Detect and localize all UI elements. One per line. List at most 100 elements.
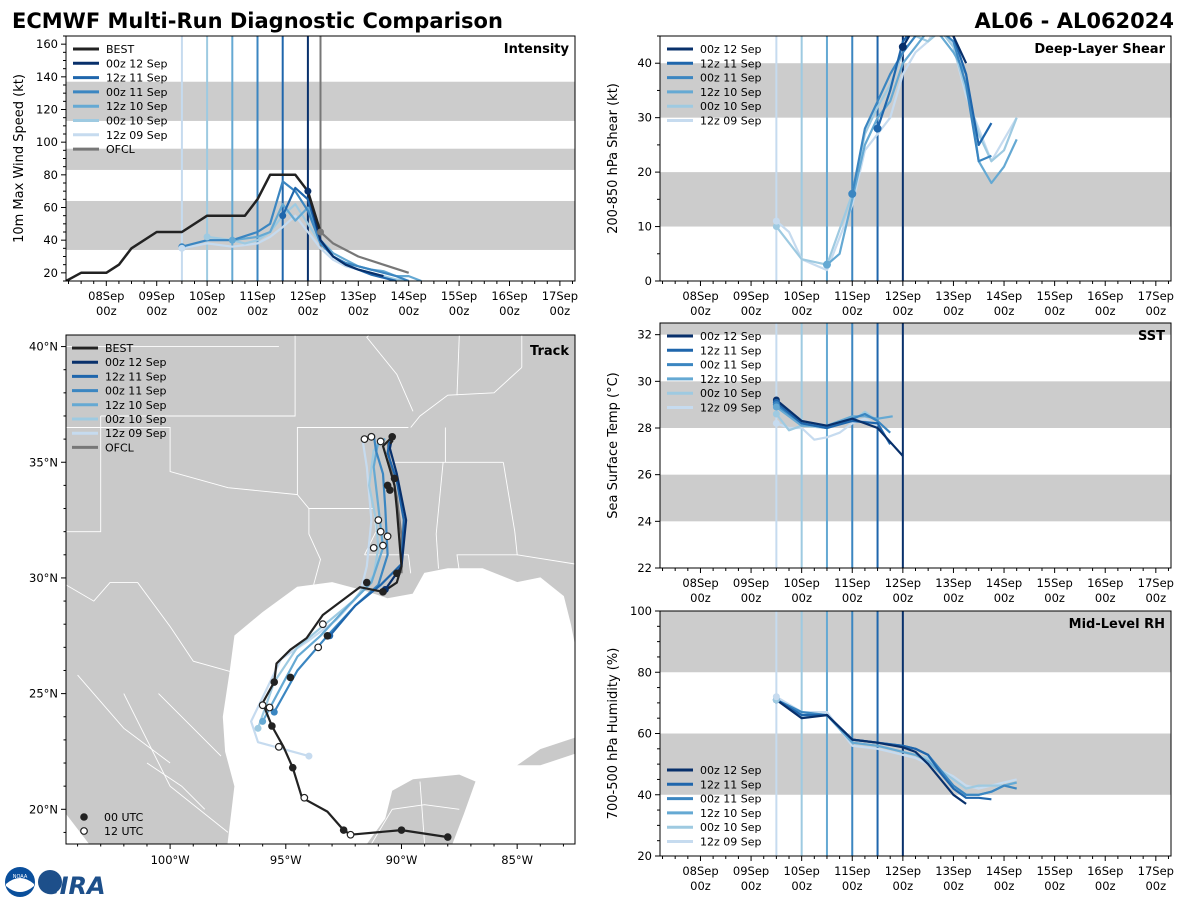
rh-panel: 2040608010008Sep00z09Sep00z10Sep00z11Sep… [606, 604, 1174, 893]
y-axis-label: 200-850 hPa Shear (kt) [606, 83, 621, 234]
x-tick-day-label: 11Sep [834, 864, 870, 878]
panel-title: Intensity [504, 42, 570, 57]
legend-label-best: BEST [106, 43, 134, 56]
x-tick-hour-label: 00z [842, 304, 863, 318]
x-tick-day-label: 14Sep [986, 289, 1022, 303]
best-00utc-point [270, 678, 279, 686]
threshold-band [660, 474, 1171, 522]
legend-label-00z-11-sep: 00z 11 Sep [700, 793, 762, 806]
best-12utc-point [376, 437, 385, 446]
y-tick-label: 120 [36, 103, 58, 117]
best-00utc-point [388, 433, 397, 441]
y-tick-label: 30 [637, 374, 652, 388]
legend-label-00z-12-sep: 00z 12 Sep [105, 356, 167, 369]
best-00utc-point [286, 673, 295, 682]
y-tick-label: 100 [630, 604, 652, 618]
panel-title: Mid-Level RH [1069, 617, 1165, 632]
series-start-marker [203, 233, 211, 241]
map-border [410, 367, 523, 428]
x-tick-day-label: 09Sep [733, 864, 769, 878]
threshold-band [660, 323, 1171, 335]
data-point-marker [848, 189, 857, 198]
x-tick-hour-label: 00z [943, 304, 964, 318]
x-tick-hour-label: 00z [893, 591, 914, 605]
lon-tick-label: 85°W [501, 853, 533, 867]
series-00z-12-sep [901, 36, 968, 64]
x-tick-hour-label: 00z [893, 304, 914, 318]
best-00utc-point [390, 474, 399, 483]
x-tick-day-label: 15Sep [1036, 576, 1072, 590]
x-tick-day-label: 11Sep [834, 289, 870, 303]
best-12utc-point [383, 532, 392, 541]
series-start-marker [317, 228, 324, 236]
legend-label-00z-12-sep: 00z 12 Sep [700, 43, 762, 56]
best-00utc-point [379, 588, 387, 596]
x-tick-hour-label: 00z [842, 591, 863, 605]
data-point-marker [898, 42, 907, 51]
x-tick-hour-label: 00z [994, 591, 1015, 605]
series-12z-11-sep [775, 401, 892, 445]
lat-tick-label: 40°N [29, 340, 58, 354]
lat-tick-label: 35°N [29, 455, 58, 469]
x-tick-hour-label: 00z [1044, 879, 1065, 893]
x-tick-hour-label: 00z [1044, 304, 1065, 318]
legend-label-12z-10-sep: 12z 10 Sep [700, 86, 762, 99]
y-tick-label: 20 [637, 849, 652, 863]
x-tick-day-label: 13Sep [935, 864, 971, 878]
x-tick-day-label: 12Sep [885, 576, 921, 590]
y-tick-label: 22 [637, 561, 652, 575]
x-tick-day-label: 10Sep [784, 864, 820, 878]
y-tick-label: 60 [637, 727, 652, 741]
coastline [222, 568, 575, 844]
marker-legend-12utc-icon [80, 827, 88, 835]
lat-tick-label: 25°N [29, 687, 58, 701]
legend-label-best: BEST [105, 342, 133, 355]
y-tick-label: 40 [43, 233, 58, 247]
best-12utc-point [376, 527, 385, 536]
marker-legend-12utc-label: 12 UTC [104, 825, 144, 838]
legend-label-00z-11-sep: 00z 11 Sep [700, 359, 762, 372]
best-00utc-point [362, 578, 371, 587]
track-12z-10-sep [261, 438, 386, 722]
y-tick-label: 140 [36, 70, 58, 84]
map-border [435, 462, 444, 569]
x-tick-hour-label: 00z [398, 304, 419, 318]
x-tick-hour-label: 00z [791, 304, 812, 318]
series-12z-10-sep [775, 406, 893, 427]
x-tick-day-label: 15Sep [441, 289, 477, 303]
legend-label-00z-11-sep: 00z 11 Sep [700, 72, 762, 85]
legend-label-00z-12-sep: 00z 12 Sep [700, 330, 762, 343]
x-tick-day-label: 13Sep [340, 289, 376, 303]
legend-label-12z-09-sep: 12z 09 Sep [105, 427, 167, 440]
lon-tick-label: 90°W [386, 853, 418, 867]
track-start-marker [305, 752, 313, 760]
x-tick-hour-label: 00z [197, 304, 218, 318]
x-tick-day-label: 15Sep [1036, 289, 1072, 303]
x-tick-hour-label: 00z [893, 879, 914, 893]
x-tick-hour-label: 00z [943, 879, 964, 893]
x-tick-hour-label: 00z [1145, 879, 1166, 893]
yucatan-peninsula [366, 774, 476, 844]
plot-area [660, 36, 1171, 281]
x-tick-day-label: 10Sep [784, 289, 820, 303]
x-tick-day-label: 09Sep [139, 289, 175, 303]
best-12utc-point [367, 432, 376, 441]
x-tick-hour-label: 00z [499, 304, 520, 318]
best-12utc-point [374, 516, 383, 524]
bay-of-campeche [228, 797, 286, 844]
series-best [66, 173, 322, 281]
x-tick-hour-label: 00z [690, 304, 711, 318]
x-tick-hour-label: 00z [1095, 879, 1116, 893]
x-tick-day-label: 12Sep [290, 289, 326, 303]
shear-panel: 01020304008Sep00z09Sep00z10Sep00z11Sep00… [606, 35, 1174, 318]
x-tick-hour-label: 00z [741, 304, 762, 318]
track-best [261, 438, 448, 839]
x-tick-hour-label: 00z [1145, 591, 1166, 605]
x-tick-hour-label: 00z [741, 879, 762, 893]
threshold-band [660, 63, 1171, 118]
marker-legend-00utc-label: 00 UTC [104, 811, 144, 824]
series-12z-10-sep [826, 36, 1018, 266]
x-tick-hour-label: 00z [348, 304, 369, 318]
y-tick-label: 30 [637, 111, 652, 125]
best-12utc-point [300, 793, 309, 802]
